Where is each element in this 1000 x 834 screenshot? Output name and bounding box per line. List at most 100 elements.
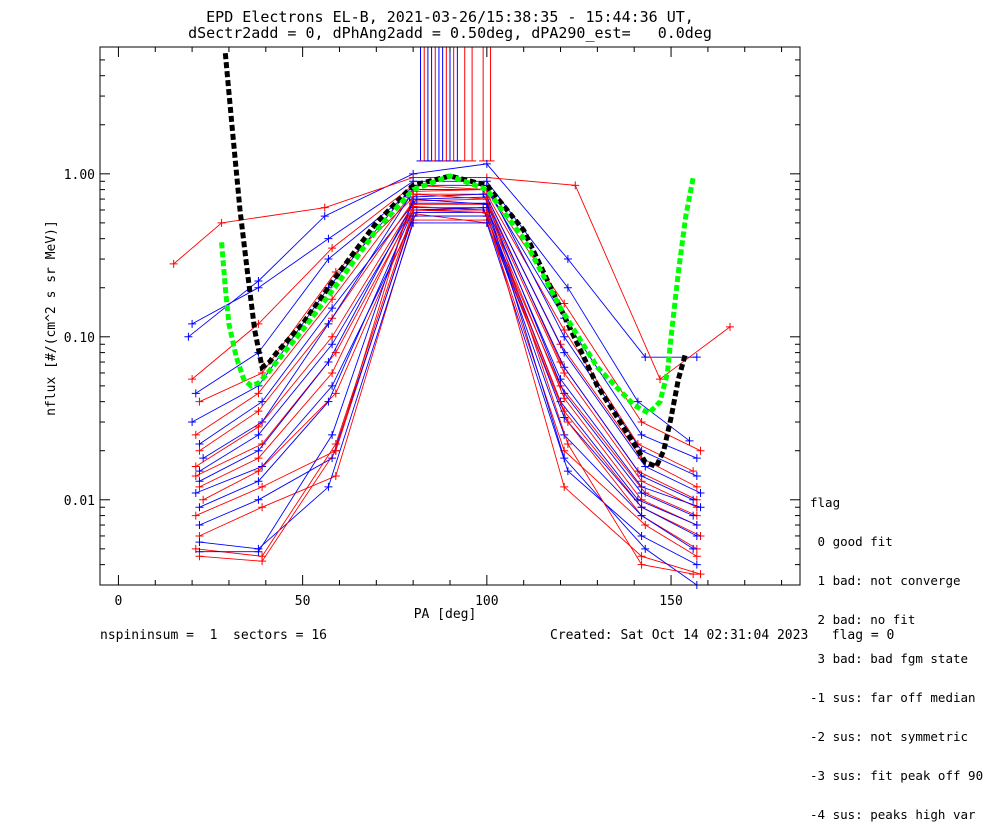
series-14 (191, 205, 701, 520)
data-point-marker (195, 503, 204, 512)
data-point-marker (324, 397, 333, 406)
data-point-marker (191, 489, 200, 498)
data-point-marker (689, 544, 698, 553)
series-line (199, 196, 701, 494)
data-point-marker (195, 482, 204, 491)
data-point-marker (696, 503, 705, 512)
data-point-marker (258, 397, 267, 406)
data-point-marker (331, 471, 340, 480)
footer-spin-info: nspininsum = 1 sectors = 16 (100, 628, 327, 643)
y-axis-label: nflux [#/(cm^2 s sr MeV)] (44, 220, 59, 416)
data-point-marker (320, 212, 329, 221)
data-point-marker (195, 552, 204, 561)
data-point-marker (560, 299, 569, 308)
series-21 (195, 212, 698, 553)
data-point-marker (479, 190, 488, 199)
series-line (188, 163, 697, 358)
series-line (199, 198, 698, 586)
data-point-marker (479, 203, 488, 212)
data-point-marker (689, 467, 698, 476)
legend-entry: 2 bad: no fit (810, 612, 916, 627)
data-point-marker (254, 547, 263, 556)
series-24 (191, 205, 705, 579)
series-line (191, 180, 690, 442)
series-8 (191, 185, 701, 491)
data-point-marker (563, 255, 572, 264)
series-line (199, 207, 698, 537)
data-point-marker (696, 489, 705, 498)
data-point-marker (191, 430, 200, 439)
data-point-marker (656, 375, 664, 384)
series-line (195, 189, 698, 488)
data-point-marker (637, 511, 646, 520)
legend-title: flag (810, 495, 841, 510)
series-line (195, 211, 697, 526)
data-point-marker (324, 358, 333, 367)
data-point-marker (482, 195, 491, 204)
series-16 (195, 202, 701, 530)
series-line (195, 203, 697, 508)
data-point-marker (637, 489, 646, 498)
series-3 (188, 177, 694, 445)
y-tick-label: 0.10 (64, 331, 95, 346)
data-point-marker (254, 389, 263, 398)
data-point-marker (726, 322, 734, 331)
data-point-marker (692, 560, 701, 569)
data-point-marker (254, 430, 263, 439)
data-point-marker (560, 332, 569, 341)
series-line (202, 193, 694, 501)
legend-entry: -2 sus: not symmetric (810, 729, 969, 744)
data-point-marker (191, 462, 200, 471)
data-point-marker (258, 462, 267, 471)
data-point-marker (692, 454, 701, 463)
fit-curve-black (222, 52, 689, 470)
data-point-marker (191, 471, 200, 480)
data-point-marker (191, 389, 200, 398)
data-point-marker (258, 503, 267, 512)
data-point-marker (254, 477, 263, 486)
data-point-marker (692, 521, 701, 530)
data-point-marker (563, 467, 572, 476)
plot-axes: 0 50 100 150 0.01 0.10 1.00 (64, 46, 801, 609)
data-point-marker (637, 418, 646, 427)
x-tick-label: 100 (475, 594, 498, 609)
data-point-marker (320, 203, 329, 212)
data-point-marker (692, 353, 701, 362)
series-line (199, 202, 694, 517)
spike-lines (416, 47, 495, 162)
data-point-marker (689, 495, 698, 504)
data-point-marker (560, 413, 569, 422)
series-line (199, 193, 694, 575)
series-1 (184, 159, 701, 362)
legend-entry: 1 bad: not converge (810, 573, 961, 588)
data-point-marker (328, 304, 337, 313)
series-line (199, 206, 697, 526)
data-point-marker (328, 430, 337, 439)
data-point-marker (328, 381, 337, 390)
data-point-marker (641, 544, 650, 553)
data-point-marker (328, 332, 337, 341)
data-point-marker (409, 218, 418, 227)
data-series (169, 159, 734, 589)
legend-entry: -4 sus: peaks high var (810, 807, 976, 822)
data-point-marker (254, 495, 263, 504)
data-point-marker (641, 353, 650, 362)
series-25 (195, 195, 701, 589)
data-point-marker (696, 570, 705, 579)
legend-entry: 0 good fit (810, 534, 893, 549)
data-point-marker (560, 326, 569, 335)
series-line (195, 213, 698, 550)
y-tick-label: 0.01 (64, 494, 95, 509)
data-point-marker (560, 454, 569, 463)
footer-created-info: Created: Sat Oct 14 02:31:04 2023 flag =… (550, 628, 895, 643)
data-point-marker (184, 332, 193, 341)
data-point-marker (563, 418, 572, 427)
data-point-marker (637, 552, 646, 561)
x-tick-label: 0 (115, 594, 123, 609)
series-line (199, 219, 698, 557)
data-point-marker (696, 446, 705, 455)
data-point-marker (199, 495, 208, 504)
data-point-marker (254, 283, 263, 292)
data-point-marker (328, 244, 337, 253)
data-point-marker (560, 368, 569, 377)
